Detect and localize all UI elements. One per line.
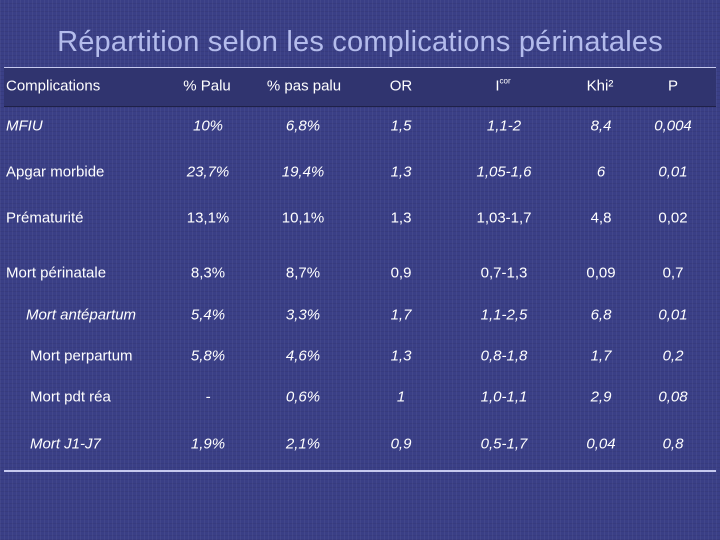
header-ic-sup: cor: [499, 76, 511, 86]
cell-ic: 0,7-1,3: [480, 264, 528, 282]
cell-or: 1,3: [390, 209, 412, 227]
row-label: Mort antépartum: [26, 306, 137, 324]
row-label: Mort J1-J7: [30, 435, 101, 453]
cell-ic: 0,8-1,8: [480, 347, 528, 365]
cell-palu: 13,1%: [186, 209, 230, 227]
row-label: Mort pdt réa: [30, 388, 111, 406]
row-label: Prématurité: [6, 209, 84, 227]
cell-palu: 10%: [192, 117, 224, 135]
cell-pas-palu: 0,6%: [285, 388, 321, 406]
cell-or: 1,7: [390, 306, 412, 324]
header-or: OR: [389, 77, 413, 95]
cell-khi: 8,4: [590, 117, 612, 135]
cell-or: 0,9: [390, 435, 412, 453]
row-label: Mort périnatale: [6, 264, 107, 282]
header-palu: % Palu: [183, 77, 231, 95]
cell-p: 0,2: [662, 347, 684, 365]
cell-palu: -: [205, 388, 211, 406]
cell-pas-palu: 6,8%: [285, 117, 321, 135]
cell-khi: 0,04: [586, 435, 616, 453]
cell-khi: 4,8: [590, 209, 612, 227]
cell-pas-palu: 19,4%: [281, 163, 325, 181]
cell-ic: 1,0-1,1: [480, 388, 528, 406]
cell-p: 0,02: [658, 209, 688, 227]
cell-ic: 1,03-1,7: [476, 209, 532, 227]
cell-khi: 0,09: [586, 264, 616, 282]
cell-pas-palu: 3,3%: [285, 306, 321, 324]
cell-palu: 5,4%: [190, 306, 226, 324]
cell-or: 1,5: [390, 117, 412, 135]
header-ic: Icor: [495, 76, 511, 95]
cell-khi: 6,8: [590, 306, 612, 324]
cell-khi: 1,7: [590, 347, 612, 365]
slide-title: Répartition selon les complications péri…: [57, 26, 663, 58]
cell-pas-palu: 8,7%: [285, 264, 321, 282]
cell-pas-palu: 10,1%: [281, 209, 325, 227]
cell-palu: 1,9%: [190, 435, 226, 453]
cell-p: 0,7: [662, 264, 684, 282]
table-header-band: [4, 68, 716, 107]
cell-p: 0,01: [658, 306, 688, 324]
header-pas-palu: % pas palu: [266, 77, 342, 95]
cell-pas-palu: 4,6%: [285, 347, 321, 365]
header-complications: Complications: [6, 77, 101, 95]
cell-p: 0,01: [658, 163, 688, 181]
cell-or: 0,9: [390, 264, 412, 282]
cell-ic: 1,1-2,5: [480, 306, 528, 324]
cell-palu: 23,7%: [186, 163, 230, 181]
cell-palu: 5,8%: [190, 347, 226, 365]
cell-ic: 1,1-2: [486, 117, 522, 135]
row-label: MFIU: [6, 117, 43, 135]
cell-pas-palu: 2,1%: [285, 435, 321, 453]
cell-ic: 0,5-1,7: [480, 435, 528, 453]
cell-palu: 8,3%: [190, 264, 226, 282]
cell-p: 0,8: [662, 435, 684, 453]
row-label: Mort perpartum: [30, 347, 133, 365]
cell-or: 1,3: [390, 163, 412, 181]
cell-khi: 2,9: [590, 388, 612, 406]
row-label: Apgar morbide: [6, 163, 105, 181]
header-khi: Khi²: [586, 77, 614, 95]
cell-or: 1,3: [390, 347, 412, 365]
cell-khi: 6: [596, 163, 606, 181]
cell-p: 0,004: [654, 117, 692, 135]
table-bottom-rule: [4, 470, 716, 472]
cell-p: 0,08: [658, 388, 688, 406]
cell-or: 1: [396, 388, 406, 406]
cell-ic: 1,05-1,6: [476, 163, 532, 181]
header-p: P: [667, 77, 679, 95]
